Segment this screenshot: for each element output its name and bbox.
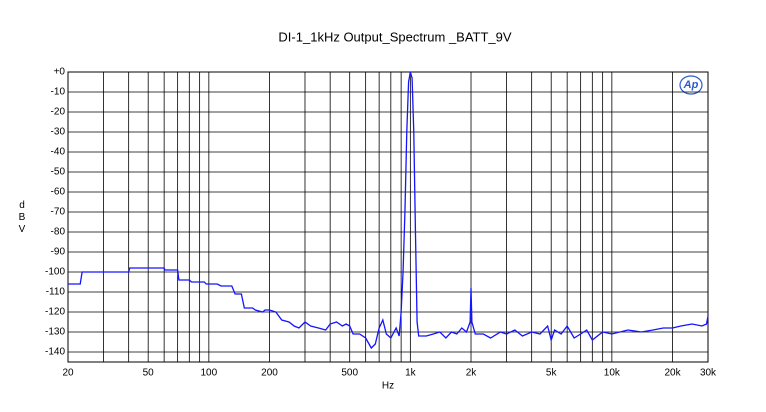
x-tick-label: 20k xyxy=(664,368,681,379)
spectrum-line xyxy=(68,71,709,350)
logo: Ap xyxy=(683,79,699,91)
y-tick-label: -120 xyxy=(45,307,65,318)
logo-ring xyxy=(679,75,703,95)
x-tick-label: 50 xyxy=(143,368,155,379)
x-tick-label: 5k xyxy=(546,368,558,379)
y-tick-label: -60 xyxy=(51,187,66,198)
y-tick-label: -80 xyxy=(51,227,66,238)
x-tick-label: 200 xyxy=(261,368,278,379)
y-tick-label: -20 xyxy=(51,107,66,118)
y-tick-label: -70 xyxy=(51,207,66,218)
y-tick-label: -90 xyxy=(51,247,66,258)
y-tick-label: -30 xyxy=(51,127,66,138)
x-tick-label: 500 xyxy=(341,368,358,379)
chart-title: DI-1_1kHz Output_Spectrum _BATT_9V xyxy=(278,29,511,44)
y-tick-label: -100 xyxy=(45,267,65,278)
x-tick-label: 100 xyxy=(201,368,218,379)
y-tick-label: -40 xyxy=(51,147,66,158)
y-tick-label: +0 xyxy=(54,67,66,78)
y-tick-label: -50 xyxy=(51,167,66,178)
x-tick-label: 10k xyxy=(604,368,621,379)
plot-border xyxy=(67,71,709,363)
x-tick-label: 2k xyxy=(466,368,478,379)
x-axis-label: Hz xyxy=(382,381,394,392)
y-tick-label: -110 xyxy=(46,287,66,298)
y-tick-label: -140 xyxy=(45,347,65,358)
y-tick-label: -10 xyxy=(51,87,66,98)
y-tick-label: -130 xyxy=(45,327,65,338)
x-tick-label: 1k xyxy=(405,368,417,379)
x-tick-label: 30k xyxy=(700,368,717,379)
x-tick-label: 20 xyxy=(62,368,74,379)
